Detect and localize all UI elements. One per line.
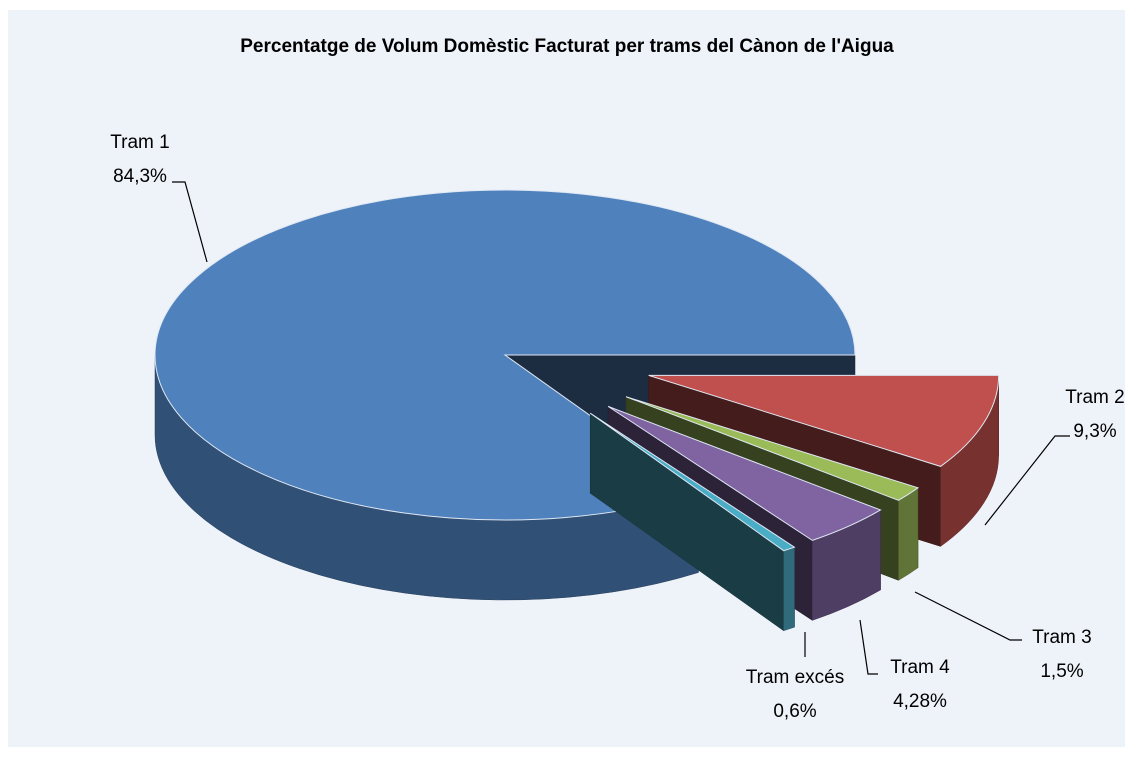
slice-group [589, 412, 796, 632]
chart-title: Percentatge de Volum Domèstic Facturat p… [240, 36, 894, 57]
slice-wall [898, 487, 919, 581]
slice-label: Tram 4 [890, 657, 950, 678]
slice-value-label: 4,28% [893, 691, 947, 712]
leader-line [914, 591, 1022, 641]
slice-label: Tram excés [746, 667, 845, 688]
slice-wall [783, 546, 795, 632]
slice-value-label: 0,6% [773, 701, 816, 722]
slice-value-label: 9,3% [1073, 421, 1116, 442]
pie-slice [607, 405, 882, 541]
pie-slice [154, 189, 856, 521]
pie-slice [625, 396, 920, 501]
leader-line [172, 181, 208, 263]
leader-line [859, 619, 878, 675]
slice-label: Tram 2 [1065, 387, 1124, 408]
slice-value-label: 84,3% [113, 166, 167, 187]
pie-slice [648, 374, 1000, 467]
slice-value-label: 1,5% [1040, 661, 1083, 682]
pie-slice [589, 412, 796, 552]
leader-line [984, 435, 1070, 526]
slice-label: Tram 3 [1032, 627, 1091, 648]
slice-label: Tram 1 [110, 132, 169, 153]
